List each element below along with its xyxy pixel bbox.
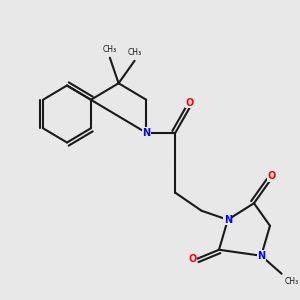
- Text: O: O: [267, 171, 276, 181]
- Text: CH₃: CH₃: [103, 45, 117, 54]
- Text: N: N: [257, 251, 265, 261]
- Text: CH₃: CH₃: [128, 48, 142, 57]
- Text: N: N: [224, 215, 232, 225]
- Text: N: N: [142, 128, 150, 138]
- Text: O: O: [189, 254, 197, 264]
- Text: O: O: [186, 98, 194, 108]
- Text: CH₃: CH₃: [284, 277, 299, 286]
